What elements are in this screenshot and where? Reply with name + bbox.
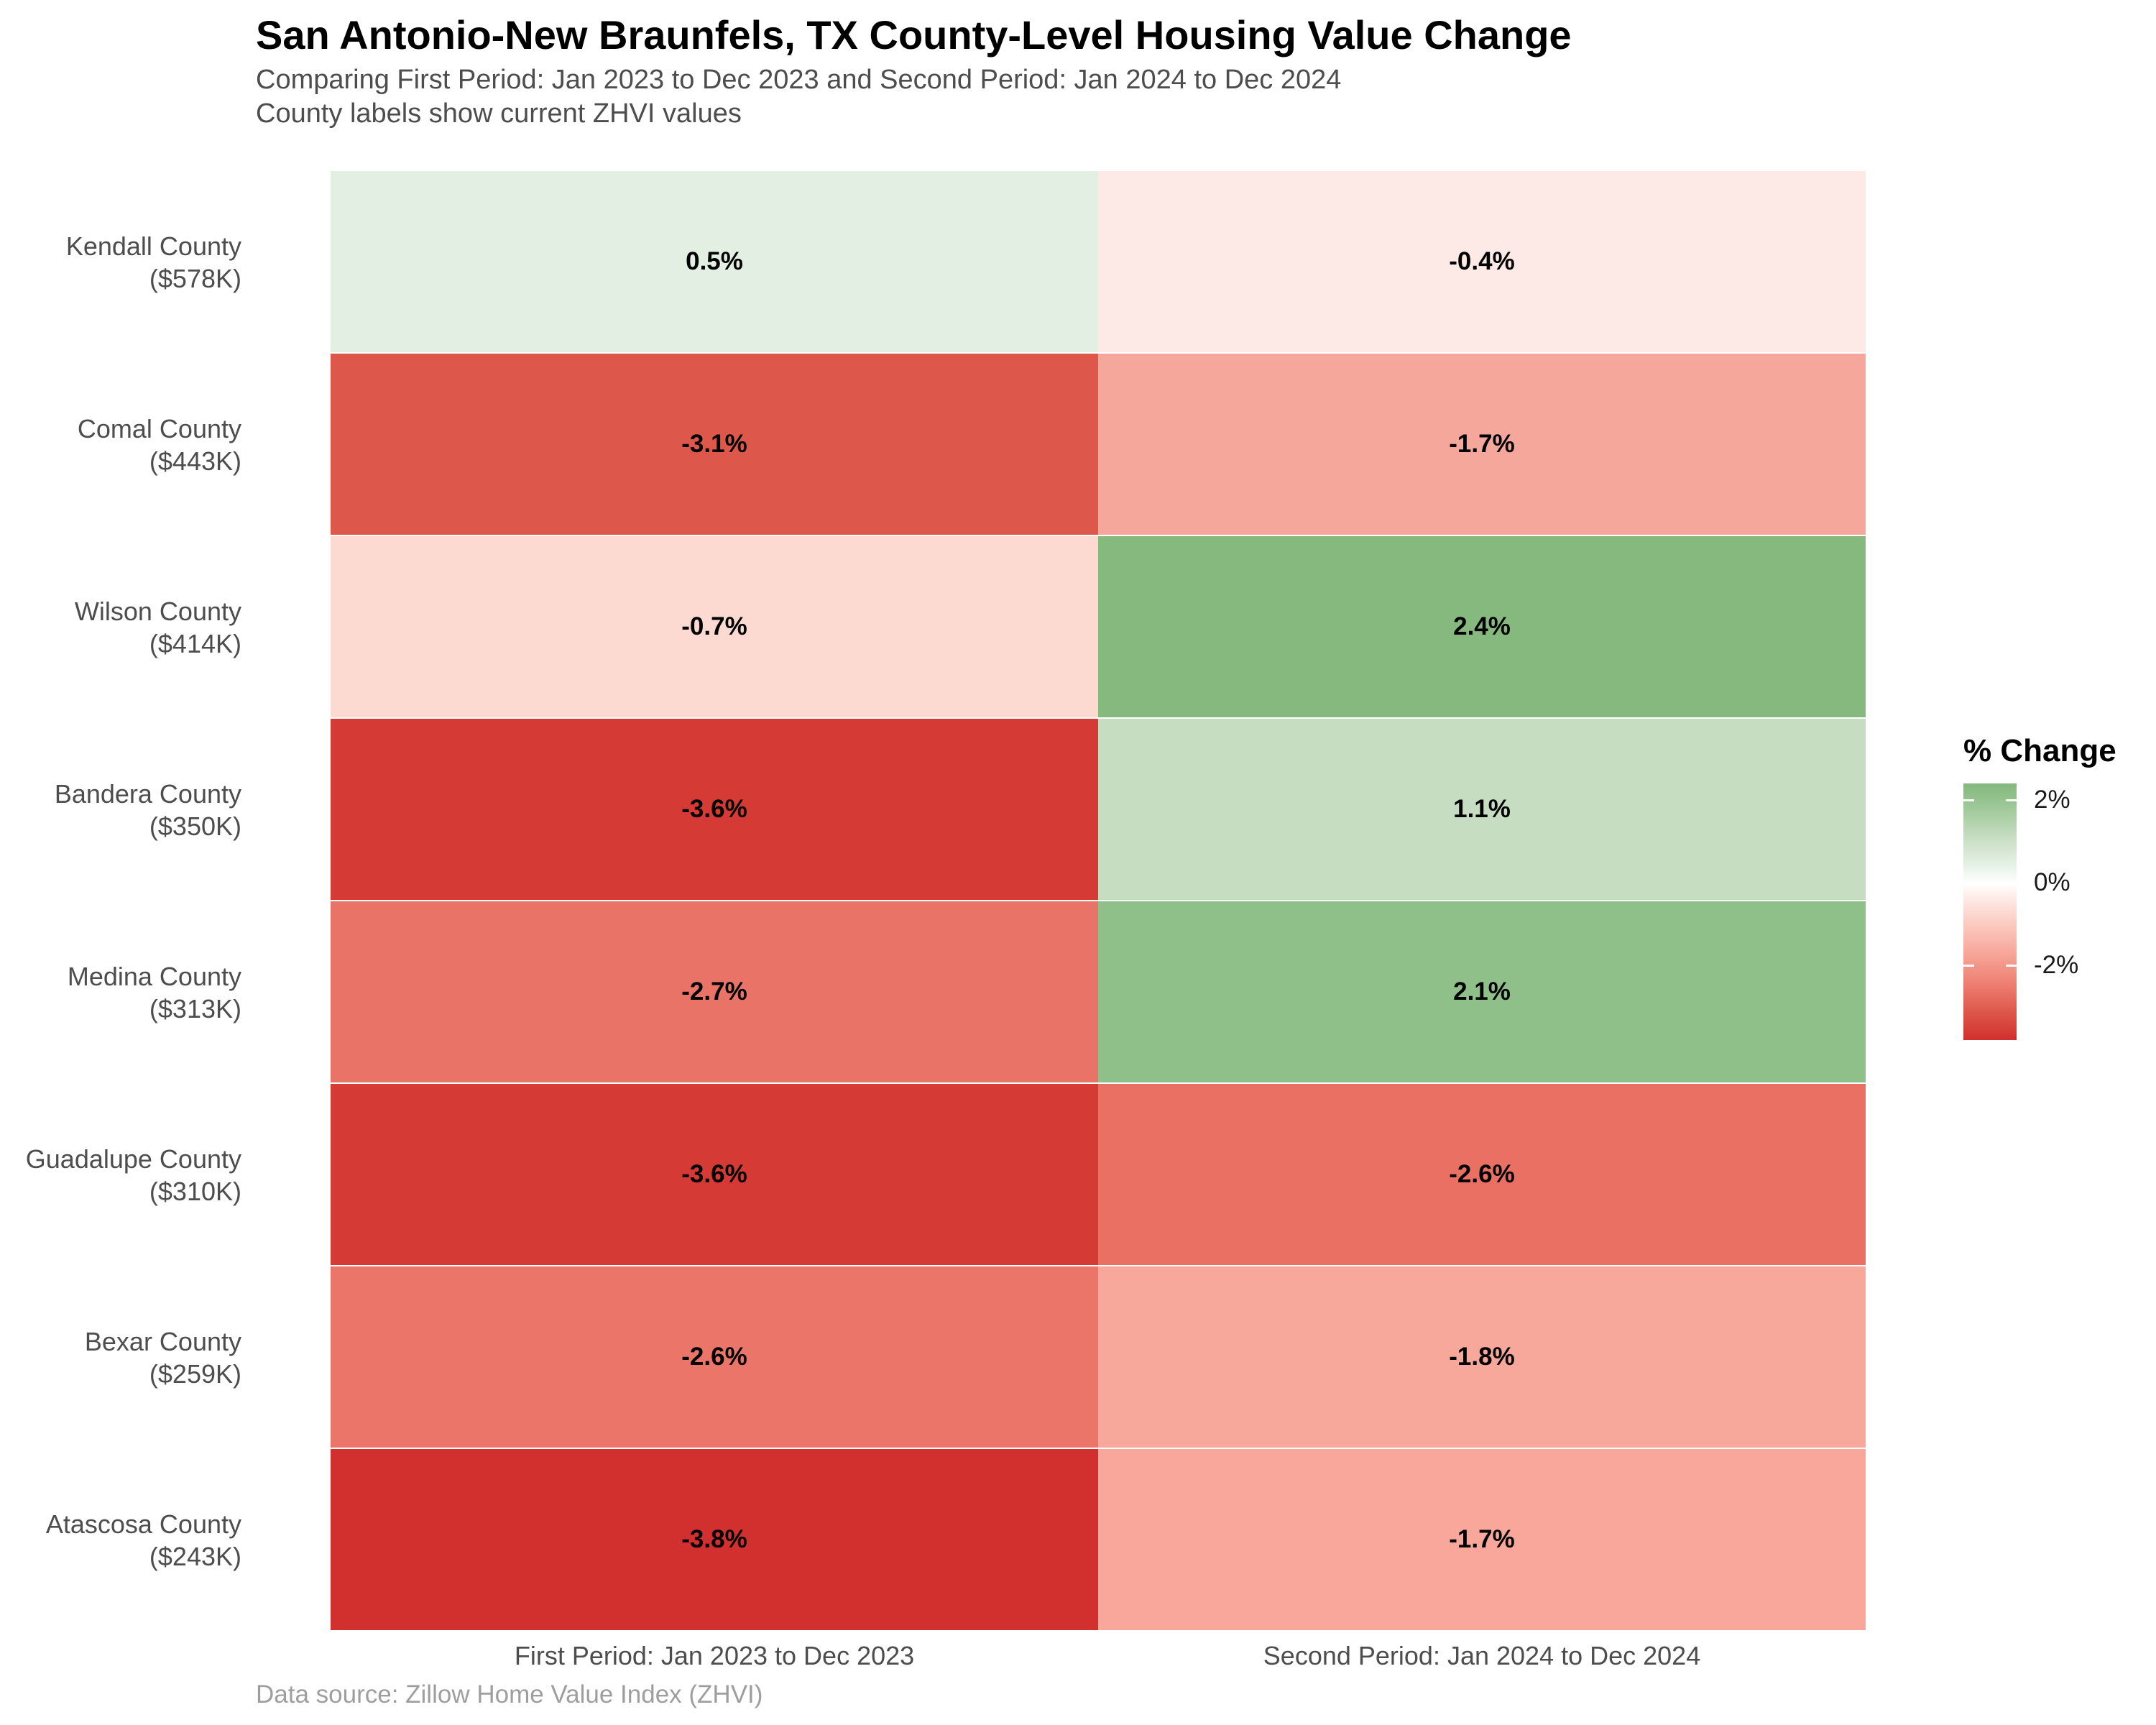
county-zhvi-value: ($414K) <box>149 629 241 658</box>
cell-value-label: -0.7% <box>681 612 747 640</box>
heatmap-cell: -2.6% <box>1098 1084 1866 1265</box>
cell-value-label: -0.4% <box>1449 247 1515 275</box>
cell-value-label: 2.1% <box>1453 978 1511 1006</box>
cell-value-label: -3.8% <box>681 1525 747 1553</box>
legend-tick-mark <box>2006 799 2017 801</box>
row-label-wilson-county: Wilson County ($414K) <box>0 536 241 719</box>
heatmap-cell: -3.8% <box>331 1449 1098 1630</box>
county-zhvi-value: ($243K) <box>149 1542 241 1571</box>
county-name: Wilson County <box>74 597 241 626</box>
row-label-bandera-county: Bandera County ($350K) <box>0 719 241 901</box>
heatmap-cell: -3.6% <box>331 719 1098 900</box>
chart-subtitle-line1: Comparing First Period: Jan 2023 to Dec … <box>256 65 1342 95</box>
county-name: Bandera County <box>54 779 241 809</box>
county-name: Atascosa County <box>45 1509 241 1539</box>
chart-subtitle: Comparing First Period: Jan 2023 to Dec … <box>256 63 1341 131</box>
heatmap-cell: 2.1% <box>1098 901 1866 1082</box>
legend-tick-mark <box>1963 964 1974 967</box>
legend-tick-label: -2% <box>2034 951 2079 980</box>
heatmap-cell: 0.5% <box>331 171 1098 352</box>
heatmap-cell: 1.1% <box>1098 719 1866 900</box>
heatmap-cell: -2.6% <box>331 1266 1098 1448</box>
row-label-medina-county: Medina County ($313K) <box>0 901 241 1084</box>
county-name: Bexar County <box>84 1327 241 1356</box>
cell-value-label: -1.8% <box>1449 1343 1515 1371</box>
heatmap-cell: -1.7% <box>1098 354 1866 535</box>
row-label-comal-county: Comal County ($443K) <box>0 354 241 536</box>
cell-value-label: -3.1% <box>681 430 747 458</box>
heatmap-cell: -2.7% <box>331 901 1098 1082</box>
chart-subtitle-line2: County labels show current ZHVI values <box>256 98 742 129</box>
x-axis-label-second-period: Second Period: Jan 2024 to Dec 2024 <box>1263 1641 1701 1670</box>
heatmap-cell: -0.7% <box>331 536 1098 717</box>
heatmap-plot: 0.5% -0.4% -3.1% -1.7% -0.7% 2.4% -3.6% 1.1% -2.… <box>331 171 1866 1632</box>
row-label-atascosa-county: Atascosa County ($243K) <box>0 1449 241 1632</box>
chart-caption: Data source: Zillow Home Value Index (ZH… <box>256 1680 763 1708</box>
heatmap-cell: -3.1% <box>331 354 1098 535</box>
cell-value-label: -3.6% <box>681 1160 747 1188</box>
heatmap-cell: -1.7% <box>1098 1449 1866 1630</box>
county-name: Kendall County <box>65 231 241 261</box>
county-zhvi-value: ($310K) <box>149 1177 241 1206</box>
county-zhvi-value: ($313K) <box>149 994 241 1024</box>
legend-tick-mark <box>2006 964 2017 967</box>
legend-tick-label: 2% <box>2034 786 2070 814</box>
county-name: Guadalupe County <box>25 1144 241 1174</box>
heatmap-cell: -3.6% <box>331 1084 1098 1265</box>
cell-value-label: -3.6% <box>681 795 747 823</box>
row-label-kendall-county: Kendall County ($578K) <box>0 171 241 354</box>
cell-value-label: 1.1% <box>1453 795 1511 823</box>
row-label-guadalupe-county: Guadalupe County ($310K) <box>0 1084 241 1266</box>
legend-gradient-bar <box>1963 783 2017 1040</box>
cell-value-label: 2.4% <box>1453 612 1511 640</box>
cell-value-label: -1.7% <box>1449 1525 1515 1553</box>
county-name: Comal County <box>77 414 241 443</box>
x-axis-label-first-period: First Period: Jan 2023 to Dec 2023 <box>514 1641 915 1670</box>
legend-tick-label: 0% <box>2034 868 2070 897</box>
cell-value-label: -2.6% <box>1449 1160 1515 1188</box>
heatmap-cell: -0.4% <box>1098 171 1866 352</box>
cell-value-label: -1.7% <box>1449 430 1515 458</box>
cell-value-label: 0.5% <box>686 247 743 275</box>
chart-title: San Antonio-New Braunfels, TX County-Lev… <box>256 12 1572 58</box>
county-zhvi-value: ($443K) <box>149 446 241 476</box>
heatmap-cell: 2.4% <box>1098 536 1866 717</box>
row-label-bexar-county: Bexar County ($259K) <box>0 1266 241 1449</box>
county-zhvi-value: ($259K) <box>149 1359 241 1389</box>
cell-value-label: -2.6% <box>681 1343 747 1371</box>
county-zhvi-value: ($350K) <box>149 811 241 841</box>
cell-value-label: -2.7% <box>681 978 747 1006</box>
county-zhvi-value: ($578K) <box>149 264 241 293</box>
heatmap-cell: -1.8% <box>1098 1266 1866 1448</box>
legend-tick-mark <box>1963 799 1974 801</box>
legend-title: % Change <box>1963 733 2116 768</box>
county-name: Medina County <box>67 962 241 991</box>
